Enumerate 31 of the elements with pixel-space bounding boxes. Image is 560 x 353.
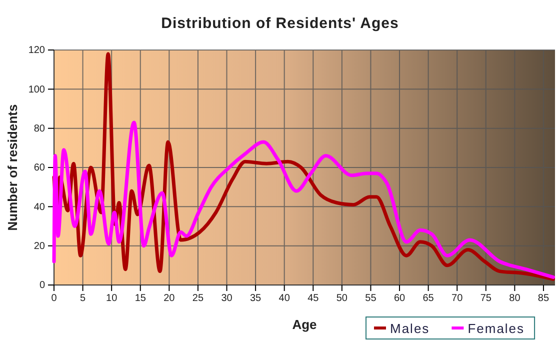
x-tick-label: 40 xyxy=(278,293,290,304)
x-tick-label: 60 xyxy=(394,293,406,304)
x-tick-label: 10 xyxy=(106,293,118,304)
x-tick-label: 55 xyxy=(365,293,377,304)
x-tick-label: 75 xyxy=(480,293,492,304)
x-tick-label: 80 xyxy=(509,293,521,304)
y-tick-label: 0 xyxy=(39,280,46,292)
x-tick-label: 70 xyxy=(452,293,464,304)
y-tick-label: 100 xyxy=(28,84,46,96)
x-tick-label: 5 xyxy=(80,293,86,304)
x-tick-label: 45 xyxy=(308,293,320,304)
y-tick-label: 40 xyxy=(34,202,46,213)
x-tick-label: 50 xyxy=(336,293,348,304)
x-tick-label: 25 xyxy=(192,293,204,304)
y-tick-label: 120 xyxy=(28,45,46,56)
y-tick-label: 80 xyxy=(34,124,46,135)
y-axis-title: Number of residents xyxy=(5,104,20,231)
x-tick-label: 35 xyxy=(250,293,262,304)
chart-title: Distribution of Residents' Ages xyxy=(161,15,399,32)
x-tick-label: 30 xyxy=(221,293,233,304)
x-tick-label: 15 xyxy=(134,293,146,304)
y-tick-label: 60 xyxy=(34,162,46,174)
x-axis-title: Age xyxy=(292,317,317,332)
y-tick-label: 20 xyxy=(34,241,46,252)
x-tick-label: 85 xyxy=(538,293,550,304)
x-tick-label: 20 xyxy=(164,293,176,304)
x-tick-label: 0 xyxy=(51,293,58,304)
x-tick-label: 65 xyxy=(422,293,434,304)
legend-label: Males xyxy=(390,321,430,336)
line-series xyxy=(52,120,556,279)
legend-label: Females xyxy=(468,321,525,336)
